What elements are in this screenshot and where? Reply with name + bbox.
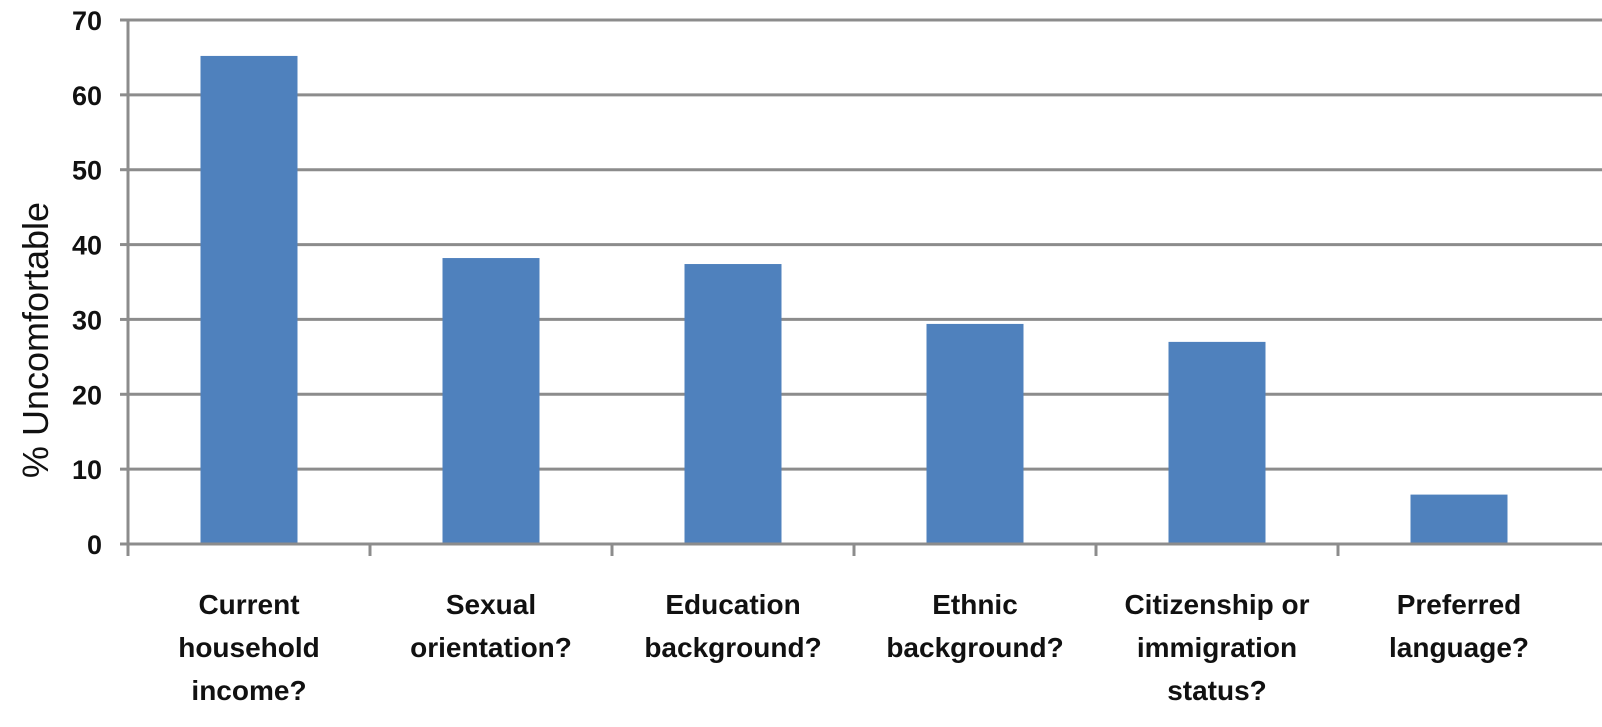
bars <box>200 55 1508 544</box>
y-tick-label: 70 <box>72 6 102 36</box>
x-category-label: Education background? <box>644 589 821 663</box>
bar <box>1410 494 1508 544</box>
bar <box>684 264 782 544</box>
y-axis-title: % Uncomfortable <box>15 202 56 478</box>
x-category-label: Preferred language? <box>1389 589 1529 663</box>
bar <box>442 258 540 544</box>
y-tick-label: 0 <box>87 530 102 560</box>
x-category-label: Sexual orientation? <box>410 589 572 663</box>
bar <box>200 55 298 544</box>
axes <box>120 18 1602 556</box>
x-category-label: Citizenship or immigration status? <box>1124 589 1309 706</box>
gridlines <box>128 18 1602 471</box>
y-tick-labels: 0 10 20 30 40 50 60 70 <box>72 6 102 560</box>
y-tick-label: 20 <box>72 380 102 410</box>
y-tick-label: 60 <box>72 81 102 111</box>
x-category-label: Ethnic background? <box>886 589 1063 663</box>
y-tick-label: 50 <box>72 156 102 186</box>
bar <box>1168 341 1266 544</box>
x-category-labels: Current household income? Sexual orientation… <box>178 589 1529 706</box>
y-tick-label: 30 <box>72 305 102 335</box>
y-tick-label: 40 <box>72 231 102 261</box>
bar <box>926 323 1024 544</box>
x-category-label: Current household income? <box>178 589 320 706</box>
y-tick-label: 10 <box>72 455 102 485</box>
